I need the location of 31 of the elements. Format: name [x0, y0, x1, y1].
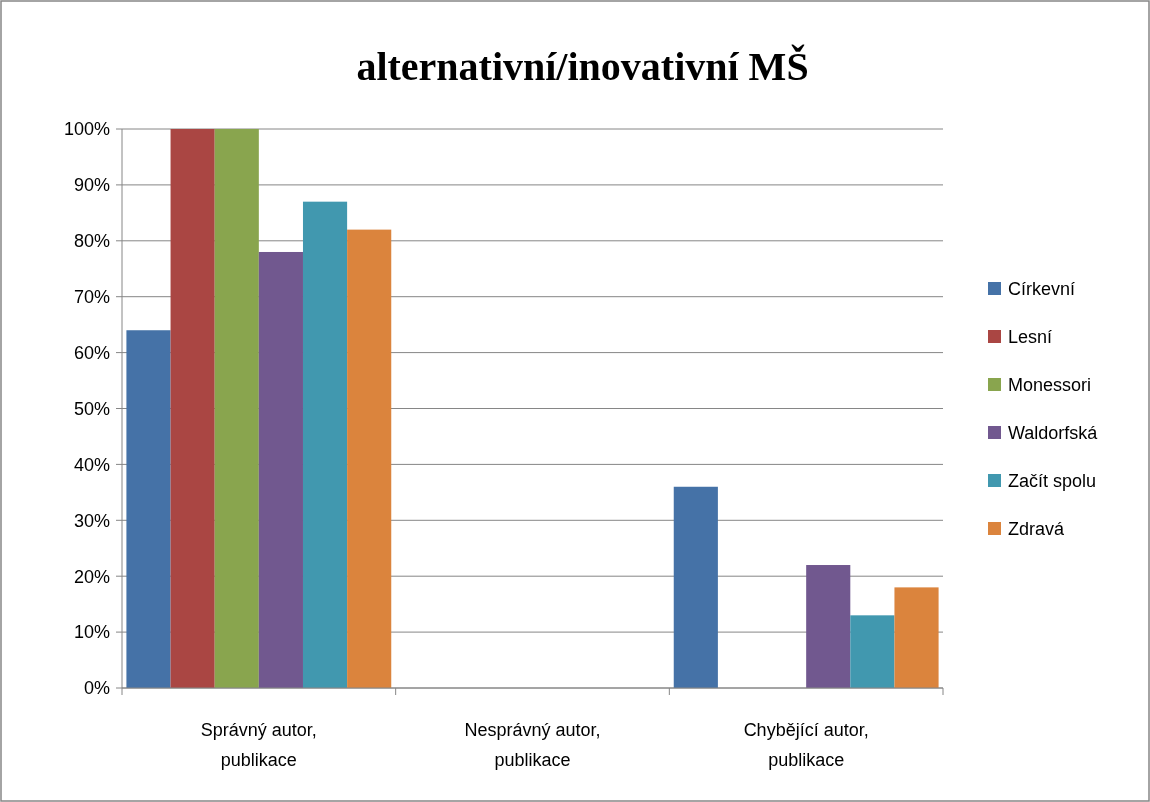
- bar: [258, 251, 303, 688]
- y-tick-label: 70%: [73, 287, 110, 307]
- bar: [894, 587, 939, 688]
- bar: [214, 129, 259, 688]
- legend-label: Zdravá: [1008, 519, 1066, 540]
- bar: [170, 129, 215, 688]
- bar: [126, 330, 171, 688]
- bar: [850, 615, 895, 688]
- y-tick-label: 30%: [73, 510, 110, 531]
- y-tick-label: 80%: [73, 231, 110, 252]
- x-tick-label: Nesprávný autor, publikace: [464, 720, 601, 770]
- legend-label: Waldorfská: [1008, 423, 1099, 444]
- bar: [302, 201, 348, 688]
- legend-label: Začít spolu: [1008, 471, 1097, 492]
- y-tick-label: 40%: [73, 454, 110, 475]
- legend-label: Lesní: [1008, 327, 1053, 348]
- y-tick-label: 10%: [73, 622, 110, 643]
- y-tick-label: 20%: [73, 566, 110, 587]
- legend-label: Církevní: [1008, 279, 1076, 300]
- x-tick-label: Chybějící autor, publikace: [743, 720, 869, 770]
- bar: [806, 565, 851, 688]
- y-tick-label: 50%: [73, 398, 110, 419]
- y-tick-label: 60%: [73, 342, 110, 363]
- y-tick-label: 0%: [83, 678, 110, 699]
- legend-label: Monessori: [1008, 375, 1092, 396]
- bar: [347, 229, 392, 688]
- y-tick-label: 100%: [63, 119, 110, 140]
- bar: [673, 486, 718, 688]
- chart-title: alternativní/inovativní MŠ: [356, 44, 809, 89]
- y-tick-label: 90%: [73, 175, 110, 196]
- x-tick-label: Správný autor, publikace: [200, 720, 317, 770]
